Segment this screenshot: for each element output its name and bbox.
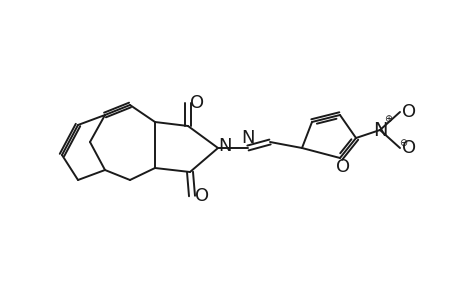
Text: O: O [195, 187, 208, 205]
Text: ⊕: ⊕ [383, 114, 391, 124]
Text: O: O [401, 103, 415, 121]
Text: N: N [241, 129, 254, 147]
Text: O: O [190, 94, 204, 112]
Text: N: N [372, 121, 386, 140]
Text: N: N [218, 137, 231, 155]
Text: O: O [335, 158, 349, 176]
Text: ⊖: ⊖ [398, 138, 406, 148]
Text: O: O [401, 139, 415, 157]
